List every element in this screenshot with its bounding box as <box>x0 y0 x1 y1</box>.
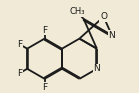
Text: N: N <box>94 64 100 73</box>
Text: O: O <box>100 12 107 21</box>
Text: F: F <box>42 26 47 35</box>
Text: F: F <box>17 40 22 49</box>
Text: CH₃: CH₃ <box>69 7 85 16</box>
Text: N: N <box>108 31 115 40</box>
Text: F: F <box>17 69 22 77</box>
Text: F: F <box>42 83 47 92</box>
